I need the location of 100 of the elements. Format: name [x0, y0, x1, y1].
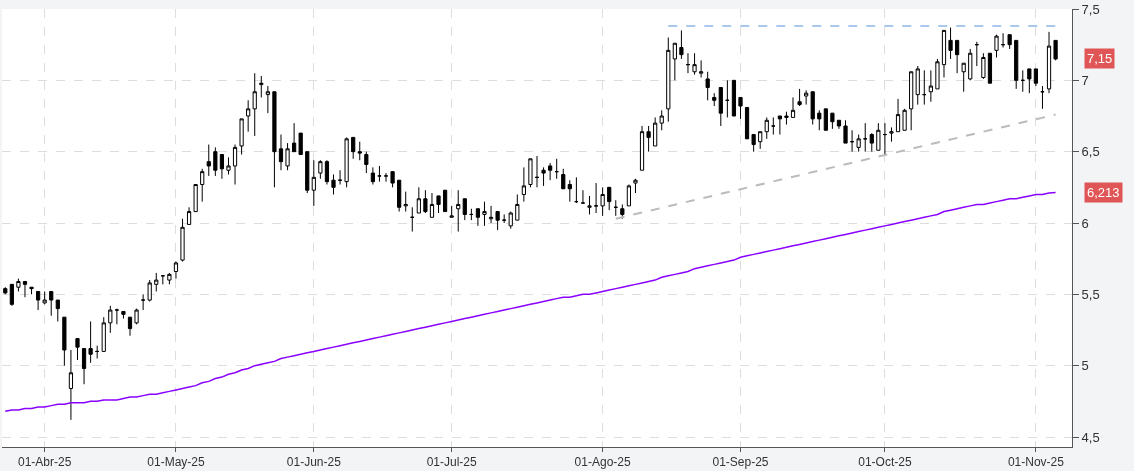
candlestick: [410, 206, 415, 233]
x-tick-label: 01-Abr-25: [17, 455, 72, 470]
candlestick: [587, 195, 592, 215]
candlestick: [3, 286, 8, 295]
candlestick: [922, 69, 927, 106]
candlestick: [1020, 69, 1025, 93]
candlestick: [403, 191, 408, 213]
candlestick: [95, 345, 100, 360]
text: 7,15: [1087, 51, 1113, 66]
candlestick: [259, 75, 264, 98]
candlestick: [36, 290, 41, 311]
candlestick: [876, 122, 881, 151]
candlestick: [593, 182, 599, 214]
candlestick: [626, 183, 632, 207]
candlestick: [265, 85, 270, 114]
candlestick: [42, 290, 47, 305]
candlestick: [377, 165, 382, 183]
candlestick: [232, 144, 238, 185]
candlestick: [856, 134, 861, 153]
candlestick: [390, 171, 395, 188]
candlestick: [475, 208, 481, 227]
candlestick: [633, 178, 638, 194]
candlestick: [836, 119, 842, 130]
x-tick-label: 01-Ago-25: [574, 455, 631, 470]
candlestick: [239, 118, 244, 156]
y-tick-label: 6: [1081, 215, 1089, 231]
candlestick: [1014, 39, 1019, 90]
candlestick: [528, 158, 533, 188]
y-tick-label: 5: [1081, 358, 1089, 374]
candlestick: [764, 116, 769, 140]
candlestick: [928, 69, 933, 103]
candlestick: [331, 174, 336, 195]
candlestick: [784, 111, 789, 126]
candlestick: [653, 116, 658, 147]
candlestick: [318, 159, 323, 180]
candlestick: [213, 146, 218, 177]
y-tick-label: 5,5: [1081, 286, 1100, 302]
candlestick: [88, 320, 93, 364]
candlestick: [646, 125, 651, 153]
candlestick: [429, 192, 435, 218]
candlestick: [108, 305, 113, 334]
candlestick: [167, 272, 172, 285]
candlestick: [121, 310, 126, 320]
candlestick: [863, 122, 868, 153]
candlestick: [423, 189, 428, 214]
candlestick: [712, 92, 717, 107]
candlestick: [436, 195, 441, 214]
candlestick: [292, 122, 297, 153]
candlestick: [22, 281, 28, 298]
candlestick: [160, 275, 165, 285]
candlestick: [692, 52, 697, 76]
candlestick: [672, 42, 677, 81]
candlestick: [285, 142, 290, 171]
candlestick: [488, 205, 494, 224]
candlestick: [731, 79, 737, 117]
candlestick: [278, 134, 284, 171]
candlestick: [127, 316, 133, 337]
candlestick: [502, 213, 507, 224]
candlestick: [147, 279, 152, 302]
candlestick: [738, 96, 743, 120]
candlestick: [830, 112, 835, 130]
y-tick-label: 6,5: [1081, 144, 1100, 160]
candlestick: [679, 29, 684, 60]
candlestick: [935, 58, 940, 90]
candlestick: [364, 151, 369, 174]
candlestick: [758, 131, 763, 150]
candlestick: [666, 37, 671, 123]
x-tick-label: 01-May-25: [147, 455, 205, 470]
candlestick: [941, 29, 947, 78]
candlestick: [902, 108, 907, 131]
candlestick: [823, 108, 828, 131]
candlestick: [521, 166, 526, 203]
candlestick: [311, 159, 316, 207]
candlestick: [1007, 34, 1012, 50]
candlestick: [1046, 31, 1052, 94]
candlestick: [797, 88, 802, 107]
candlestick: [548, 162, 553, 181]
candlestick: [62, 316, 67, 367]
candlestick: [81, 348, 87, 385]
candlestick: [462, 198, 467, 221]
candlestick: [554, 158, 559, 180]
candlestick: [508, 211, 513, 230]
candlestick: [416, 186, 421, 214]
candlestick: [987, 52, 993, 84]
x-tick-label: 01-Sep-25: [712, 455, 769, 470]
candlestick: [55, 299, 60, 322]
candlestick: [777, 115, 782, 136]
candlestick: [889, 126, 894, 143]
candlestick: [659, 109, 664, 131]
candlestick: [456, 189, 461, 233]
y-tick-label: 4,5: [1081, 429, 1100, 445]
candlestick: [180, 218, 185, 263]
candlestick: [1027, 68, 1032, 94]
candlestick: [725, 79, 730, 118]
candlestick: [141, 293, 146, 311]
candlestick: [134, 308, 139, 325]
y-tick-label: 7: [1081, 72, 1089, 88]
x-tick-label: 01-Jul-25: [426, 455, 477, 470]
candlestick: [607, 186, 612, 211]
candlestick: [817, 109, 822, 131]
